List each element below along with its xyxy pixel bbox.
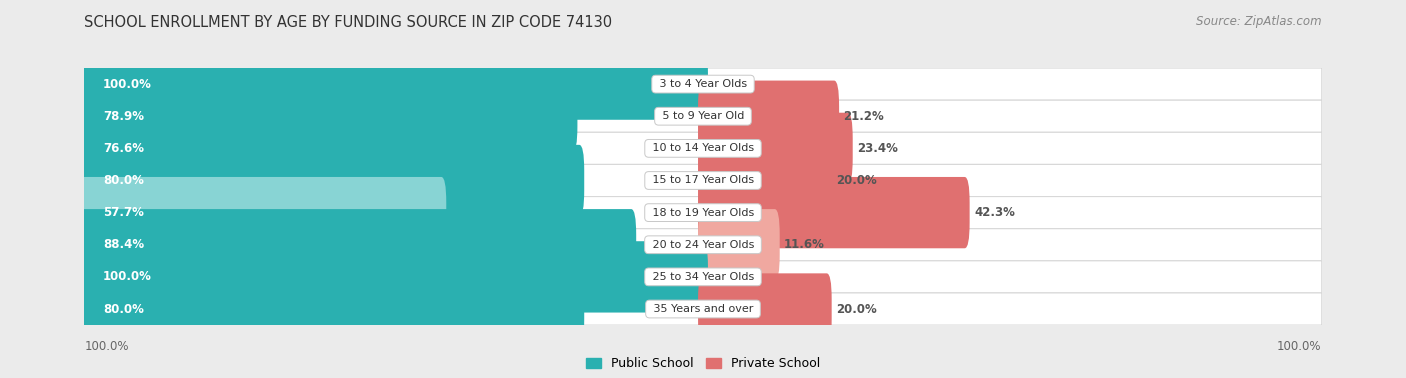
Text: 11.6%: 11.6% (785, 238, 825, 251)
Text: 80.0%: 80.0% (103, 302, 143, 316)
FancyBboxPatch shape (84, 164, 1322, 197)
Text: 3 to 4 Year Olds: 3 to 4 Year Olds (655, 79, 751, 89)
FancyBboxPatch shape (84, 197, 1322, 229)
FancyBboxPatch shape (79, 81, 578, 152)
FancyBboxPatch shape (697, 113, 852, 184)
Text: 100.0%: 100.0% (1277, 340, 1322, 353)
FancyBboxPatch shape (697, 81, 839, 152)
Text: 100.0%: 100.0% (103, 77, 152, 91)
FancyBboxPatch shape (79, 145, 585, 216)
Text: 57.7%: 57.7% (103, 206, 143, 219)
FancyBboxPatch shape (84, 68, 1322, 100)
FancyBboxPatch shape (84, 229, 1322, 261)
FancyBboxPatch shape (79, 113, 564, 184)
Text: 80.0%: 80.0% (103, 174, 143, 187)
FancyBboxPatch shape (84, 261, 1322, 293)
FancyBboxPatch shape (79, 48, 709, 120)
Text: 5 to 9 Year Old: 5 to 9 Year Old (658, 111, 748, 121)
Legend: Public School, Private School: Public School, Private School (581, 352, 825, 375)
Text: SCHOOL ENROLLMENT BY AGE BY FUNDING SOURCE IN ZIP CODE 74130: SCHOOL ENROLLMENT BY AGE BY FUNDING SOUR… (84, 15, 613, 30)
Text: 23.4%: 23.4% (858, 142, 898, 155)
Text: 78.9%: 78.9% (103, 110, 143, 123)
FancyBboxPatch shape (697, 145, 832, 216)
Text: 20.0%: 20.0% (837, 302, 877, 316)
Text: Source: ZipAtlas.com: Source: ZipAtlas.com (1197, 15, 1322, 28)
FancyBboxPatch shape (697, 177, 970, 248)
FancyBboxPatch shape (79, 273, 585, 345)
Text: 100.0%: 100.0% (84, 340, 129, 353)
Text: 18 to 19 Year Olds: 18 to 19 Year Olds (648, 208, 758, 218)
FancyBboxPatch shape (79, 241, 709, 313)
Text: 0.0%: 0.0% (713, 270, 745, 284)
Text: 100.0%: 100.0% (103, 270, 152, 284)
Text: 35 Years and over: 35 Years and over (650, 304, 756, 314)
FancyBboxPatch shape (84, 293, 1322, 325)
FancyBboxPatch shape (79, 177, 446, 248)
Text: 25 to 34 Year Olds: 25 to 34 Year Olds (648, 272, 758, 282)
Text: 21.2%: 21.2% (844, 110, 884, 123)
Text: 76.6%: 76.6% (103, 142, 143, 155)
FancyBboxPatch shape (79, 209, 636, 280)
Text: 20 to 24 Year Olds: 20 to 24 Year Olds (648, 240, 758, 250)
FancyBboxPatch shape (697, 209, 780, 280)
Text: 15 to 17 Year Olds: 15 to 17 Year Olds (648, 175, 758, 186)
Text: 88.4%: 88.4% (103, 238, 143, 251)
Text: 0.0%: 0.0% (713, 77, 745, 91)
FancyBboxPatch shape (84, 132, 1322, 164)
Text: 20.0%: 20.0% (837, 174, 877, 187)
Text: 10 to 14 Year Olds: 10 to 14 Year Olds (648, 143, 758, 153)
FancyBboxPatch shape (697, 273, 832, 345)
FancyBboxPatch shape (84, 100, 1322, 132)
Text: 42.3%: 42.3% (974, 206, 1015, 219)
